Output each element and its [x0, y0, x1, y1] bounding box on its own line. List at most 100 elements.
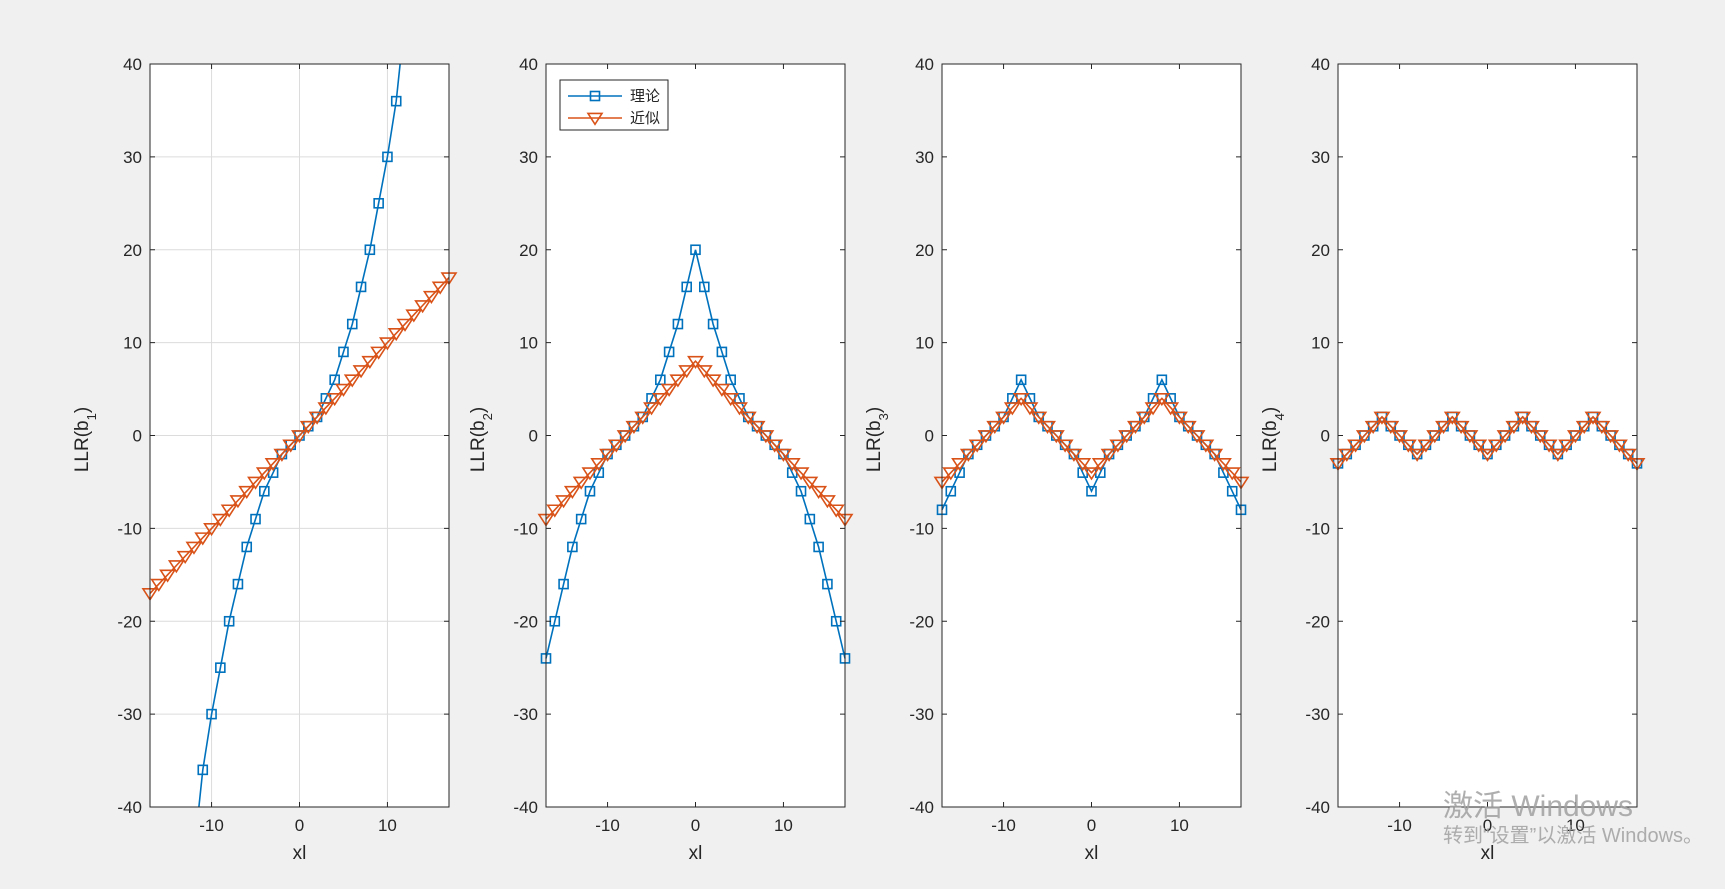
- y-tick-label: 0: [925, 427, 934, 446]
- y-tick-label: 40: [123, 55, 142, 74]
- data-point-theory: [1015, 374, 1027, 386]
- y-tick-label: 30: [1311, 148, 1330, 167]
- data-point-approx: [1074, 458, 1092, 472]
- data-point-approx: [176, 550, 194, 565]
- data-point-approx: [1523, 420, 1540, 434]
- y-tick-label: 20: [915, 241, 934, 260]
- data-point-theory: [364, 244, 376, 256]
- y-axis-label: LLR(b2): [468, 407, 495, 472]
- y-tick-label: 20: [1311, 241, 1330, 260]
- data-point-approx: [167, 560, 185, 574]
- data-layer: [141, 13, 458, 807]
- data-point-approx: [150, 578, 168, 592]
- data-point-approx: [1153, 393, 1171, 407]
- data-point-approx: [378, 337, 396, 351]
- data-point-approx: [1443, 411, 1461, 425]
- y-tick-label: 0: [529, 427, 538, 446]
- data-point-approx: [783, 458, 801, 472]
- y-axis-label-close: ): [72, 407, 93, 413]
- axes-panel-4: -40 -30 -20 -10 0 10 20 30 40 -10 0 10 xl LLR(b4): [1260, 55, 1646, 864]
- data-point-theory: [575, 513, 587, 525]
- x-axis-label: xl: [689, 843, 703, 864]
- data-point-approx: [695, 365, 713, 379]
- data-point-theory: [707, 318, 719, 330]
- data-point-approx: [739, 411, 757, 425]
- data-point-approx: [1135, 411, 1153, 425]
- data-point-approx: [220, 504, 238, 518]
- y-tick-label: -30: [909, 705, 934, 724]
- data-point-theory: [584, 485, 596, 497]
- data-point-approx: [634, 411, 652, 425]
- data-point-approx: [1584, 411, 1602, 425]
- data-point-approx: [1338, 448, 1356, 462]
- data-point-theory: [390, 95, 402, 107]
- x-tick-label: -10: [1387, 816, 1412, 835]
- x-tick-label: 0: [295, 816, 304, 835]
- data-point-approx: [995, 411, 1013, 425]
- data-point-approx: [247, 476, 264, 490]
- y-tick-label: -30: [513, 705, 538, 724]
- data-point-theory: [401, 13, 410, 22]
- y-tick-label: 10: [1311, 334, 1330, 353]
- y-tick-label: -30: [1305, 705, 1330, 724]
- data-point-approx: [1575, 420, 1593, 434]
- data-point-approx: [1170, 411, 1188, 425]
- data-point-theory: [250, 513, 261, 525]
- y-tick-label: 0: [133, 427, 142, 446]
- data-point-approx: [1162, 402, 1180, 416]
- data-point-approx: [555, 495, 573, 509]
- data-point-theory: [690, 244, 701, 256]
- data-point-approx: [1197, 439, 1215, 453]
- data-point-theory: [1156, 374, 1168, 386]
- x-tick-label: -10: [595, 816, 620, 835]
- data-point-approx: [1619, 448, 1637, 462]
- y-tick-label: -40: [117, 798, 142, 817]
- y-tick-label: -20: [513, 612, 538, 631]
- y-tick-label: 10: [519, 334, 538, 353]
- data-point-approx: [1391, 430, 1409, 444]
- x-tick-label: 10: [1566, 816, 1585, 835]
- data-point-theory: [241, 541, 253, 553]
- data-point-approx: [1435, 420, 1452, 434]
- data-point-approx: [1100, 448, 1118, 462]
- data-point-approx: [352, 365, 370, 379]
- data-point-approx: [238, 485, 256, 500]
- data-point-approx: [1602, 430, 1620, 444]
- data-point-approx: [361, 355, 379, 369]
- y-axis-label: LLR(b1): [72, 407, 99, 472]
- data-point-theory: [346, 318, 358, 330]
- y-axis-label-close: ): [864, 407, 885, 413]
- data-point-approx: [203, 523, 221, 537]
- y-tick-label: -20: [117, 612, 142, 631]
- y-tick-label: 20: [519, 241, 538, 260]
- data-point-theory: [373, 198, 384, 209]
- x-tick-label: 0: [691, 816, 700, 835]
- data-point-theory: [795, 485, 807, 497]
- data-point-approx: [422, 290, 440, 304]
- data-point-approx: [563, 485, 581, 500]
- data-point-approx: [194, 532, 212, 546]
- data-point-approx: [669, 374, 687, 388]
- data-point-approx: [977, 430, 995, 444]
- data-point-approx: [704, 374, 722, 388]
- y-tick-label: 10: [915, 334, 934, 353]
- data-point-approx: [1355, 430, 1373, 444]
- data-point-theory: [206, 708, 217, 720]
- data-point-theory: [197, 764, 209, 776]
- data-point-approx: [1214, 458, 1232, 472]
- data-point-approx: [1417, 439, 1435, 453]
- data-point-approx: [774, 448, 792, 462]
- y-axis-label-subscript: 3: [876, 413, 891, 420]
- y-axis-label: LLR(b4): [1260, 407, 1287, 472]
- y-tick-label: -10: [117, 519, 142, 538]
- y-tick-label: 30: [915, 148, 934, 167]
- data-point-approx: [1505, 420, 1523, 434]
- data-point-approx: [264, 458, 282, 472]
- data-point-approx: [1021, 402, 1039, 416]
- y-axis-label-main: LLR(b: [468, 420, 489, 472]
- data-point-approx: [757, 430, 775, 444]
- data-point-approx: [1012, 393, 1030, 407]
- plot-area: [1338, 64, 1637, 807]
- data-point-approx: [335, 383, 352, 397]
